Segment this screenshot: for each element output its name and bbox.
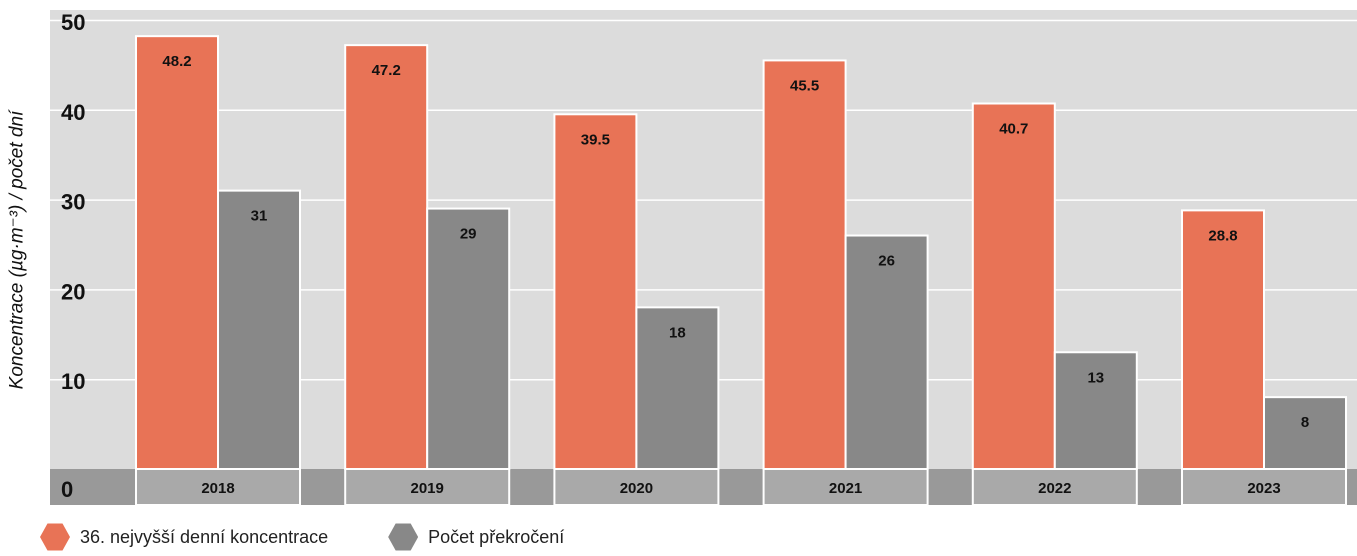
y-axis-title: Koncentrace (µg·m⁻³) / počet dní xyxy=(6,110,28,390)
bar-label-concentration: 47.2 xyxy=(372,62,401,79)
legend-label-concentration: 36. nejvyšší denní koncentrace xyxy=(80,526,329,547)
bar-exceedances xyxy=(1053,351,1138,471)
bar-concentration xyxy=(135,35,219,470)
x-tick-label: 2021 xyxy=(829,480,862,497)
legend-swatch-concentration xyxy=(40,523,70,551)
legend-swatch-exceedances xyxy=(388,523,419,551)
bar-label-exceedances: 13 xyxy=(1087,369,1104,386)
bar-label-concentration: 45.5 xyxy=(790,77,819,94)
x-tick-label: 2020 xyxy=(620,480,653,497)
bar-concentration xyxy=(553,113,638,470)
y-axis-title-wrap: Koncentrace (µg·m⁻³) / počet dní xyxy=(6,20,28,480)
y-tick-label: 30 xyxy=(61,190,85,215)
bar-label-exceedances: 18 xyxy=(669,324,686,341)
bar-label-exceedances: 31 xyxy=(251,208,268,225)
x-tick-label: 2018 xyxy=(201,480,234,497)
bar-label-concentration: 39.5 xyxy=(581,131,610,148)
bar-exceedances xyxy=(844,234,929,470)
y-tick-label: 0 xyxy=(61,477,73,502)
y-tick-label: 20 xyxy=(61,279,85,304)
bar-label-exceedances: 29 xyxy=(460,226,477,243)
bar-concentration xyxy=(971,102,1056,470)
x-tick-label: 2023 xyxy=(1247,480,1280,497)
bar-concentration xyxy=(344,44,429,470)
legend-item-concentration: 36. nejvyšší denní koncentrace xyxy=(40,522,328,552)
bar-label-exceedances: 26 xyxy=(878,253,895,270)
bar-label-exceedances: 8 xyxy=(1301,414,1309,431)
bar-label-concentration: 28.8 xyxy=(1208,227,1237,244)
y-tick-label: 10 xyxy=(61,369,85,394)
bar-exceedances xyxy=(217,189,301,470)
bar-label-concentration: 40.7 xyxy=(999,121,1028,138)
bar-exceedances xyxy=(1263,396,1347,470)
bar-concentration xyxy=(762,59,847,470)
legend: 36. nejvyšší denní koncentrace Počet pře… xyxy=(40,522,564,552)
legend-label-exceedances: Počet překročení xyxy=(428,526,565,547)
bar-concentration xyxy=(1181,209,1265,470)
y-tick-label: 50 xyxy=(61,10,85,35)
y-tick-label: 40 xyxy=(61,100,85,125)
x-tick-label: 2022 xyxy=(1038,480,1071,497)
bar-label-concentration: 48.2 xyxy=(162,53,191,70)
bar-exceedances xyxy=(426,207,511,471)
legend-item-exceedances: Počet překročení xyxy=(388,522,564,552)
x-tick-label: 2019 xyxy=(411,480,444,497)
bar-exceedances xyxy=(635,306,720,470)
